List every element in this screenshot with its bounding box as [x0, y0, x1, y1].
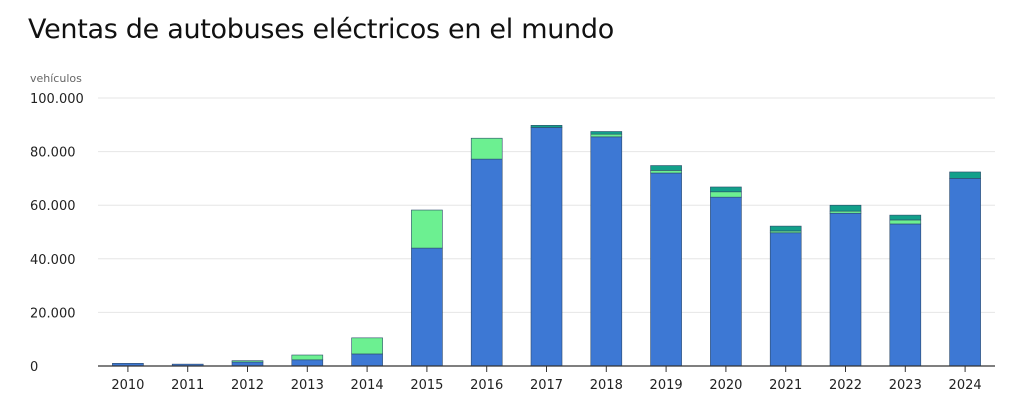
- bar-segment: [530, 127, 563, 367]
- x-tick-label: 2015: [410, 378, 443, 393]
- x-tick-label: 2022: [829, 378, 862, 393]
- x-tick-label: 2014: [351, 378, 384, 393]
- bar-segment: [769, 232, 802, 367]
- x-tick-label: 2023: [889, 378, 922, 393]
- chart-title: Ventas de autobuses eléctricos en el mun…: [28, 14, 614, 45]
- x-tick-label: 2016: [470, 378, 503, 393]
- bar-segment: [650, 170, 682, 174]
- bar-segment: [769, 225, 802, 232]
- bar-segment: [650, 172, 682, 367]
- bar-segment: [351, 337, 383, 355]
- bar-segment: [889, 223, 922, 367]
- x-tick-label: 2012: [231, 378, 264, 393]
- x-tick-label: 2024: [949, 378, 982, 393]
- bar-segment: [291, 359, 324, 367]
- x-tick-label: 2017: [530, 378, 563, 393]
- x-tick-label: 2019: [650, 378, 683, 393]
- bar-segment: [590, 133, 623, 138]
- y-tick-label: 20.000: [30, 306, 76, 321]
- x-tick-label: 2010: [111, 378, 144, 393]
- bar-segment: [470, 158, 503, 367]
- y-tick-label: 0: [30, 360, 38, 375]
- bar-segment: [829, 210, 862, 214]
- bar-segment: [710, 191, 742, 198]
- bar-segment: [411, 247, 443, 367]
- bar-segment: [949, 178, 981, 367]
- bar-segment: [351, 353, 383, 367]
- y-tick-label: 60.000: [30, 199, 76, 214]
- bar-segment: [949, 171, 981, 179]
- x-tick-label: 2018: [590, 378, 623, 393]
- bar-segment: [829, 204, 862, 212]
- y-tick-label: 80.000: [30, 146, 76, 161]
- bar-segment: [470, 137, 503, 160]
- bar-segment: [590, 131, 623, 135]
- bar-segment: [291, 354, 324, 361]
- bar-segment: [590, 136, 623, 367]
- bar-segment: [231, 361, 264, 367]
- bar-segment: [231, 360, 264, 363]
- y-tick-label: 40.000: [30, 253, 76, 268]
- x-tick-label: 2021: [769, 378, 802, 393]
- bar-segment: [829, 212, 862, 367]
- bar-segment: [889, 219, 922, 225]
- bar-segment: [710, 186, 742, 193]
- bar-segment: [650, 165, 682, 171]
- x-tick-label: 2011: [171, 378, 204, 393]
- bar-segment: [411, 209, 443, 249]
- bar-segment: [889, 214, 922, 221]
- y-axis-label: vehículos: [30, 72, 82, 85]
- x-tick-label: 2013: [291, 378, 324, 393]
- y-tick-label: 100.000: [30, 92, 84, 107]
- bar-segment: [530, 125, 563, 128]
- x-tick-label: 2020: [709, 378, 742, 393]
- bar-segment: [710, 196, 742, 367]
